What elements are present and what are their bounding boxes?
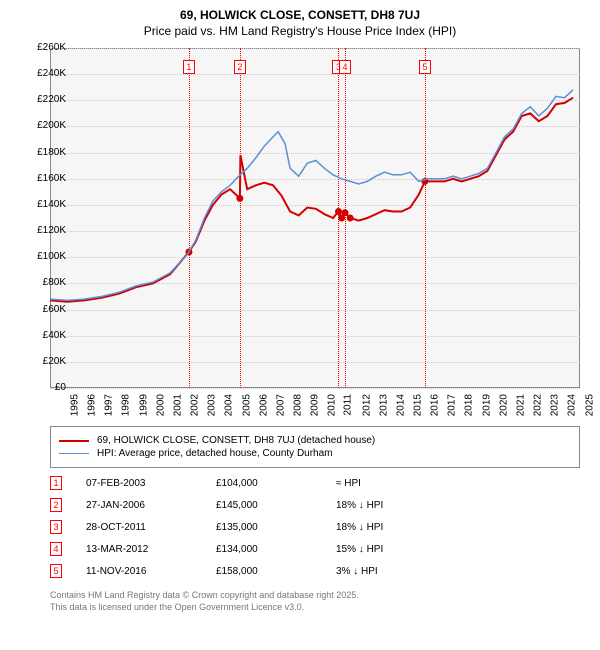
transaction-date: 28-OCT-2011	[86, 522, 216, 533]
y-tick-label: £240K	[20, 68, 66, 79]
y-tick-label: £160K	[20, 173, 66, 184]
legend: 69, HOLWICK CLOSE, CONSETT, DH8 7UJ (det…	[50, 426, 580, 468]
y-tick-label: £20K	[20, 356, 66, 367]
transaction-date: 07-FEB-2003	[86, 478, 216, 489]
event-marker: 1	[183, 60, 195, 74]
x-tick-label: 2013	[378, 394, 389, 416]
x-tick-label: 2001	[172, 394, 183, 416]
chart-container: 69, HOLWICK CLOSE, CONSETT, DH8 7UJ Pric…	[0, 0, 600, 650]
footer: Contains HM Land Registry data © Crown c…	[50, 590, 580, 613]
transaction-date: 11-NOV-2016	[86, 566, 216, 577]
transaction-marker: 4	[50, 542, 62, 556]
x-tick-label: 2003	[206, 394, 217, 416]
chart-title-address: 69, HOLWICK CLOSE, CONSETT, DH8 7UJ	[0, 8, 600, 22]
series-marker	[236, 195, 243, 202]
transaction-price: £135,000	[216, 522, 336, 533]
legend-label: 69, HOLWICK CLOSE, CONSETT, DH8 7UJ (det…	[97, 435, 375, 446]
transaction-relative: 3% ↓ HPI	[336, 566, 436, 577]
transaction-marker: 2	[50, 498, 62, 512]
legend-swatch	[59, 453, 89, 454]
title-block: 69, HOLWICK CLOSE, CONSETT, DH8 7UJ Pric…	[0, 0, 600, 38]
series-price_paid	[50, 98, 573, 302]
x-tick-label: 1997	[104, 394, 115, 416]
chart-plot-area: 12345	[50, 48, 580, 388]
y-tick-label: £180K	[20, 147, 66, 158]
x-tick-label: 2019	[481, 394, 492, 416]
footer-licence: This data is licensed under the Open Gov…	[50, 602, 580, 614]
transaction-row: 4 13-MAR-2012£134,00015% ↓ HPI	[50, 538, 580, 560]
x-tick-label: 2009	[309, 394, 320, 416]
transaction-row: 5 11-NOV-2016£158,0003% ↓ HPI	[50, 560, 580, 582]
x-tick-label: 2000	[155, 394, 166, 416]
y-tick-label: £220K	[20, 94, 66, 105]
event-marker: 2	[234, 60, 246, 74]
legend-swatch	[59, 440, 89, 442]
x-tick-label: 2012	[361, 394, 372, 416]
y-tick-label: £120K	[20, 225, 66, 236]
transaction-marker: 5	[50, 564, 62, 578]
event-marker: 5	[419, 60, 431, 74]
series-marker	[342, 209, 349, 216]
x-tick-label: 2008	[292, 394, 303, 416]
x-tick-label: 2025	[584, 394, 595, 416]
x-tick-label: 2023	[550, 394, 561, 416]
y-tick-label: £0	[20, 382, 66, 393]
transaction-price: £158,000	[216, 566, 336, 577]
y-tick-label: £140K	[20, 199, 66, 210]
legend-row: HPI: Average price, detached house, Coun…	[59, 448, 571, 459]
x-tick-label: 2018	[464, 394, 475, 416]
y-tick-label: £200K	[20, 120, 66, 131]
x-tick-label: 2022	[532, 394, 543, 416]
gridline-h	[50, 388, 580, 389]
transaction-price: £134,000	[216, 544, 336, 555]
x-tick-label: 2015	[412, 394, 423, 416]
transaction-row: 2 27-JAN-2006£145,00018% ↓ HPI	[50, 494, 580, 516]
series-marker	[335, 208, 342, 215]
x-tick-label: 2004	[224, 394, 235, 416]
x-tick-label: 2017	[447, 394, 458, 416]
y-tick-label: £40K	[20, 330, 66, 341]
transaction-date: 27-JAN-2006	[86, 500, 216, 511]
transaction-marker: 3	[50, 520, 62, 534]
x-tick-label: 2006	[258, 394, 269, 416]
x-tick-label: 2010	[327, 394, 338, 416]
transaction-date: 13-MAR-2012	[86, 544, 216, 555]
series-marker	[347, 215, 354, 222]
x-tick-label: 1996	[86, 394, 97, 416]
transaction-table: 1 07-FEB-2003£104,000≈ HPI 2 27-JAN-2006£14…	[50, 472, 580, 582]
transaction-relative: ≈ HPI	[336, 478, 436, 489]
x-tick-label: 2016	[429, 394, 440, 416]
chart-subtitle: Price paid vs. HM Land Registry's House …	[0, 24, 600, 38]
transaction-price: £145,000	[216, 500, 336, 511]
legend-label: HPI: Average price, detached house, Coun…	[97, 448, 333, 459]
transaction-row: 1 07-FEB-2003£104,000≈ HPI	[50, 472, 580, 494]
line-series-svg	[50, 48, 580, 388]
transaction-relative: 18% ↓ HPI	[336, 500, 436, 511]
x-tick-label: 1998	[121, 394, 132, 416]
x-tick-label: 1995	[69, 394, 80, 416]
x-tick-label: 2005	[241, 394, 252, 416]
x-tick-label: 2020	[498, 394, 509, 416]
transaction-price: £104,000	[216, 478, 336, 489]
x-tick-label: 2011	[343, 394, 354, 416]
y-tick-label: £80K	[20, 277, 66, 288]
transaction-row: 3 28-OCT-2011£135,00018% ↓ HPI	[50, 516, 580, 538]
y-tick-label: £100K	[20, 251, 66, 262]
x-tick-label: 2021	[515, 394, 526, 416]
x-tick-label: 2007	[275, 394, 286, 416]
transaction-relative: 15% ↓ HPI	[336, 544, 436, 555]
y-tick-label: £60K	[20, 304, 66, 315]
event-marker: 4	[339, 60, 351, 74]
y-tick-label: £260K	[20, 42, 66, 53]
transaction-relative: 18% ↓ HPI	[336, 522, 436, 533]
x-tick-label: 2002	[189, 394, 200, 416]
transaction-marker: 1	[50, 476, 62, 490]
legend-row: 69, HOLWICK CLOSE, CONSETT, DH8 7UJ (det…	[59, 435, 571, 446]
footer-copyright: Contains HM Land Registry data © Crown c…	[50, 590, 580, 602]
x-tick-label: 1999	[138, 394, 149, 416]
x-tick-label: 2024	[567, 394, 578, 416]
x-tick-label: 2014	[395, 394, 406, 416]
series-hpi	[50, 90, 573, 301]
